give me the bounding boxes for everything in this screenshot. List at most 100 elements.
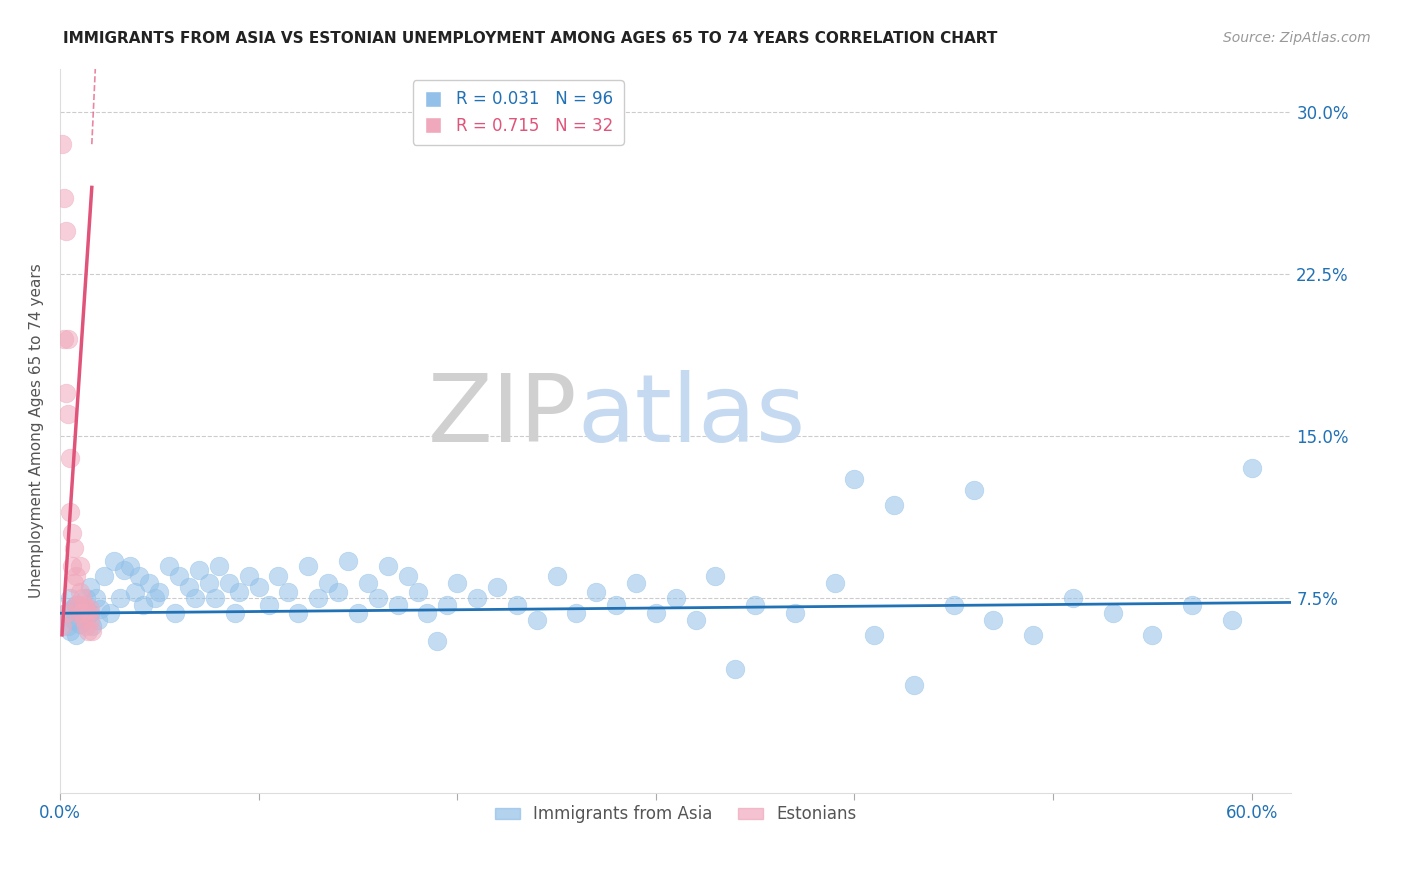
- Point: [316, 576, 339, 591]
- Point: [56, 619, 79, 633]
- Point: [526, 613, 548, 627]
- Point: [1022, 628, 1045, 642]
- Point: [218, 576, 240, 591]
- Point: [143, 591, 166, 606]
- Point: [60, 602, 83, 616]
- Point: [79, 613, 101, 627]
- Point: [103, 554, 125, 568]
- Point: [51, 137, 73, 152]
- Point: [148, 584, 170, 599]
- Point: [436, 598, 458, 612]
- Point: [406, 584, 429, 599]
- Point: [585, 584, 607, 599]
- Point: [357, 576, 380, 591]
- Point: [942, 598, 965, 612]
- Point: [80, 619, 103, 633]
- Point: [73, 598, 96, 612]
- Point: [70, 591, 93, 606]
- Point: [377, 558, 399, 573]
- Point: [55, 606, 77, 620]
- Point: [65, 569, 87, 583]
- Point: [93, 569, 115, 583]
- Point: [506, 598, 529, 612]
- Point: [63, 576, 86, 591]
- Point: [167, 569, 190, 583]
- Point: [337, 554, 360, 568]
- Point: [79, 606, 101, 620]
- Point: [132, 598, 155, 612]
- Point: [73, 613, 96, 627]
- Point: [65, 628, 87, 642]
- Point: [65, 598, 87, 612]
- Point: [60, 526, 83, 541]
- Point: [75, 591, 97, 606]
- Point: [89, 602, 111, 616]
- Text: ZIP: ZIP: [427, 370, 578, 462]
- Point: [565, 606, 588, 620]
- Point: [59, 624, 82, 638]
- Point: [1181, 598, 1204, 612]
- Point: [56, 408, 79, 422]
- Point: [112, 563, 135, 577]
- Point: [59, 450, 82, 465]
- Point: [1240, 461, 1263, 475]
- Point: [1062, 591, 1084, 606]
- Point: [983, 613, 1005, 627]
- Point: [188, 563, 211, 577]
- Point: [53, 332, 76, 346]
- Point: [228, 584, 250, 599]
- Text: Source: ZipAtlas.com: Source: ZipAtlas.com: [1223, 31, 1371, 45]
- Text: atlas: atlas: [578, 370, 806, 462]
- Point: [76, 606, 98, 620]
- Point: [108, 591, 131, 606]
- Point: [783, 606, 806, 620]
- Point: [744, 598, 766, 612]
- Point: [307, 591, 329, 606]
- Point: [962, 483, 984, 497]
- Point: [287, 606, 309, 620]
- Point: [277, 584, 299, 599]
- Point: [79, 602, 101, 616]
- Point: [73, 613, 96, 627]
- Point: [416, 606, 439, 620]
- Point: [66, 606, 89, 620]
- Point: [238, 569, 260, 583]
- Point: [883, 498, 905, 512]
- Point: [56, 332, 79, 346]
- Point: [863, 628, 886, 642]
- Point: [70, 606, 93, 620]
- Point: [69, 584, 91, 599]
- Point: [55, 385, 77, 400]
- Point: [1101, 606, 1123, 620]
- Point: [179, 580, 201, 594]
- Point: [59, 591, 82, 606]
- Point: [224, 606, 246, 620]
- Point: [55, 606, 77, 620]
- Point: [465, 591, 488, 606]
- Legend: Immigrants from Asia, Estonians: Immigrants from Asia, Estonians: [484, 794, 868, 835]
- Point: [665, 591, 688, 606]
- Point: [208, 558, 231, 573]
- Point: [63, 613, 86, 627]
- Point: [204, 591, 226, 606]
- Point: [84, 591, 107, 606]
- Point: [396, 569, 419, 583]
- Point: [546, 569, 568, 583]
- Point: [446, 576, 468, 591]
- Text: IMMIGRANTS FROM ASIA VS ESTONIAN UNEMPLOYMENT AMONG AGES 65 TO 74 YEARS CORRELAT: IMMIGRANTS FROM ASIA VS ESTONIAN UNEMPLO…: [63, 31, 998, 46]
- Point: [724, 662, 747, 676]
- Point: [69, 617, 91, 632]
- Point: [247, 580, 270, 594]
- Point: [98, 606, 121, 620]
- Point: [128, 569, 150, 583]
- Point: [53, 191, 76, 205]
- Point: [51, 619, 73, 633]
- Point: [624, 576, 647, 591]
- Point: [70, 602, 93, 616]
- Point: [118, 558, 141, 573]
- Point: [824, 576, 846, 591]
- Point: [387, 598, 409, 612]
- Point: [347, 606, 370, 620]
- Point: [76, 624, 98, 638]
- Point: [66, 598, 89, 612]
